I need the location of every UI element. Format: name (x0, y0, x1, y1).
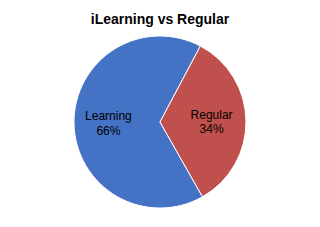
svg-text:Learning66%: Learning66% (85, 109, 132, 137)
html-text:iLearning vs Regular: iLearning vs Regular (90, 11, 230, 27)
svg-text:Regular34%: Regular34% (191, 108, 233, 136)
